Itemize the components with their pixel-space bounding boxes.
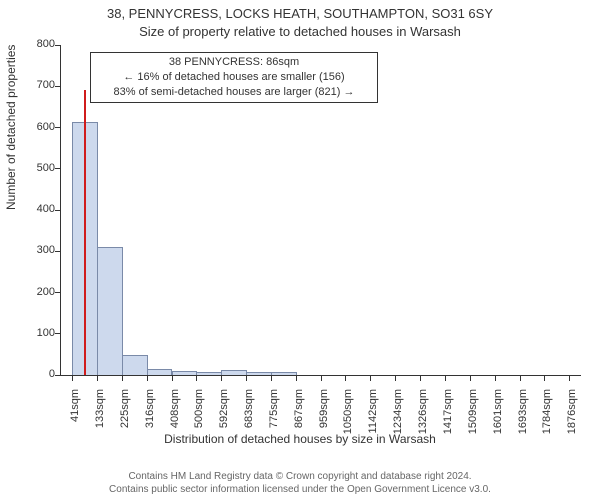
x-tick-label: 1050sqm [342,389,354,437]
y-tick [55,292,61,293]
x-tick [445,375,446,381]
y-tick-label: 600 [15,121,55,133]
x-tick-label: 1142sqm [367,389,379,437]
x-tick [370,375,371,381]
x-tick-label: 1326sqm [417,389,429,437]
x-tick-label: 592sqm [218,389,230,437]
annotation-box: 38 PENNYCRESS: 86sqm← 16% of detached ho… [90,52,378,103]
y-tick [55,45,61,46]
x-tick-label: 1784sqm [541,389,553,437]
x-tick-label: 959sqm [318,389,330,437]
y-tick-label: 500 [15,162,55,174]
x-tick-label: 1601sqm [492,389,504,437]
y-tick [55,86,61,87]
x-tick [345,375,346,381]
y-tick [55,251,61,252]
footer-attribution: Contains HM Land Registry data © Crown c… [0,470,600,496]
x-tick [495,375,496,381]
histogram-bar [196,372,222,375]
x-tick-label: 867sqm [293,389,305,437]
x-tick [296,375,297,381]
footer-line-1: Contains HM Land Registry data © Crown c… [0,470,600,483]
y-tick [55,375,61,376]
y-tick-label: 0 [15,368,55,380]
chart-title-line2: Size of property relative to detached ho… [0,24,600,39]
x-tick-label: 775sqm [268,389,280,437]
x-tick [122,375,123,381]
subject-property-marker [84,90,86,375]
y-tick [55,210,61,211]
x-tick [569,375,570,381]
x-tick [544,375,545,381]
y-tick [55,127,61,128]
footer-line-2: Contains public sector information licen… [0,483,600,496]
chart-title-line1: 38, PENNYCRESS, LOCKS HEATH, SOUTHAMPTON… [0,6,600,21]
x-tick [271,375,272,381]
y-tick-label: 400 [15,203,55,215]
x-tick [196,375,197,381]
x-tick-label: 500sqm [193,389,205,437]
x-tick [395,375,396,381]
histogram-bar [147,369,173,375]
x-tick [246,375,247,381]
x-tick-label: 683sqm [243,389,255,437]
x-tick [72,375,73,381]
annotation-line: 83% of semi-detached houses are larger (… [95,85,373,100]
y-tick-label: 300 [15,244,55,256]
x-tick [321,375,322,381]
histogram-bar [97,247,123,375]
x-tick [420,375,421,381]
histogram-bar [271,372,297,375]
x-tick-label: 1876sqm [566,389,578,437]
histogram-bar [172,371,198,375]
y-tick [55,168,61,169]
x-tick [221,375,222,381]
histogram-bar [122,355,148,375]
histogram-bar [246,372,272,375]
x-tick-label: 1509sqm [467,389,479,437]
x-tick-label: 133sqm [94,389,106,437]
histogram-bar [221,370,247,375]
x-tick [97,375,98,381]
x-tick-label: 225sqm [119,389,131,437]
x-tick-label: 1693sqm [517,389,529,437]
x-tick [470,375,471,381]
y-tick-label: 700 [15,79,55,91]
x-tick-label: 316sqm [144,389,156,437]
y-tick-label: 200 [15,286,55,298]
x-tick [172,375,173,381]
y-tick [55,333,61,334]
x-tick-label: 41sqm [69,389,81,437]
annotation-line: ← 16% of detached houses are smaller (15… [95,70,373,85]
annotation-line: 38 PENNYCRESS: 86sqm [95,55,373,70]
x-tick-label: 1234sqm [392,389,404,437]
x-tick-label: 408sqm [169,389,181,437]
y-tick-label: 100 [15,327,55,339]
x-tick [520,375,521,381]
y-tick-label: 800 [15,38,55,50]
x-tick [147,375,148,381]
x-tick-label: 1417sqm [442,389,454,437]
